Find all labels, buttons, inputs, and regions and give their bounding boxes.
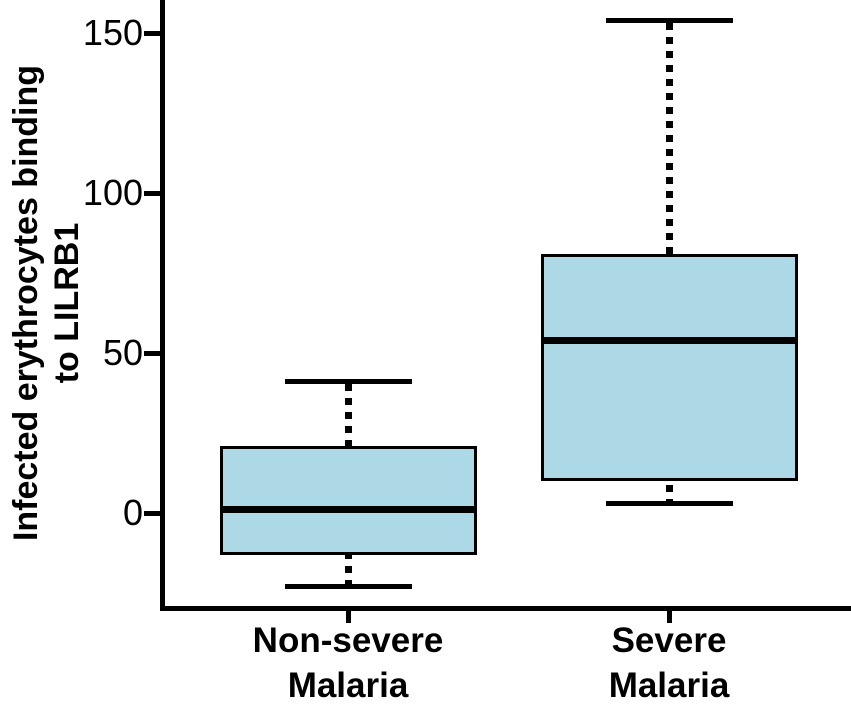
whisker-cap-top: [284, 379, 412, 385]
y-tick-mark: [144, 510, 160, 516]
x-category-label-line: Malaria: [287, 666, 409, 705]
x-axis-line: [160, 606, 851, 611]
iqr-box: [219, 445, 477, 555]
y-tick-label: 100: [82, 172, 143, 213]
whisker-cap-top: [605, 17, 733, 23]
y-axis-line: [160, 0, 165, 611]
y-tick-label: 50: [102, 332, 143, 373]
whisker-cap-bottom: [605, 500, 733, 506]
x-tick-mark: [345, 611, 351, 623]
y-axis-title-line1: Infected erythrocytes binding: [7, 64, 45, 542]
y-tick-mark: [144, 350, 160, 356]
y-tick-label: 150: [82, 12, 143, 53]
y-axis-title-line2: to LILRB1: [48, 222, 86, 384]
x-tick-mark: [666, 611, 672, 623]
y-tick-mark: [144, 30, 160, 36]
y-tick-mark: [144, 190, 160, 196]
x-category-label-line: Severe: [611, 621, 727, 660]
x-category-label-line: Malaria: [608, 666, 730, 705]
y-axis-title: Infected erythrocytes binding to LILRB1: [6, 0, 88, 633]
median-line: [219, 506, 477, 514]
x-category-label: Non-severe Malaria: [148, 618, 548, 708]
y-tick-label: 0: [122, 492, 143, 533]
whisker-cap-bottom: [284, 584, 412, 590]
x-category-label: Severe Malaria: [469, 618, 851, 708]
x-category-label-line: Non-severe: [252, 621, 444, 660]
iqr-box: [540, 253, 798, 481]
median-line: [540, 336, 798, 344]
